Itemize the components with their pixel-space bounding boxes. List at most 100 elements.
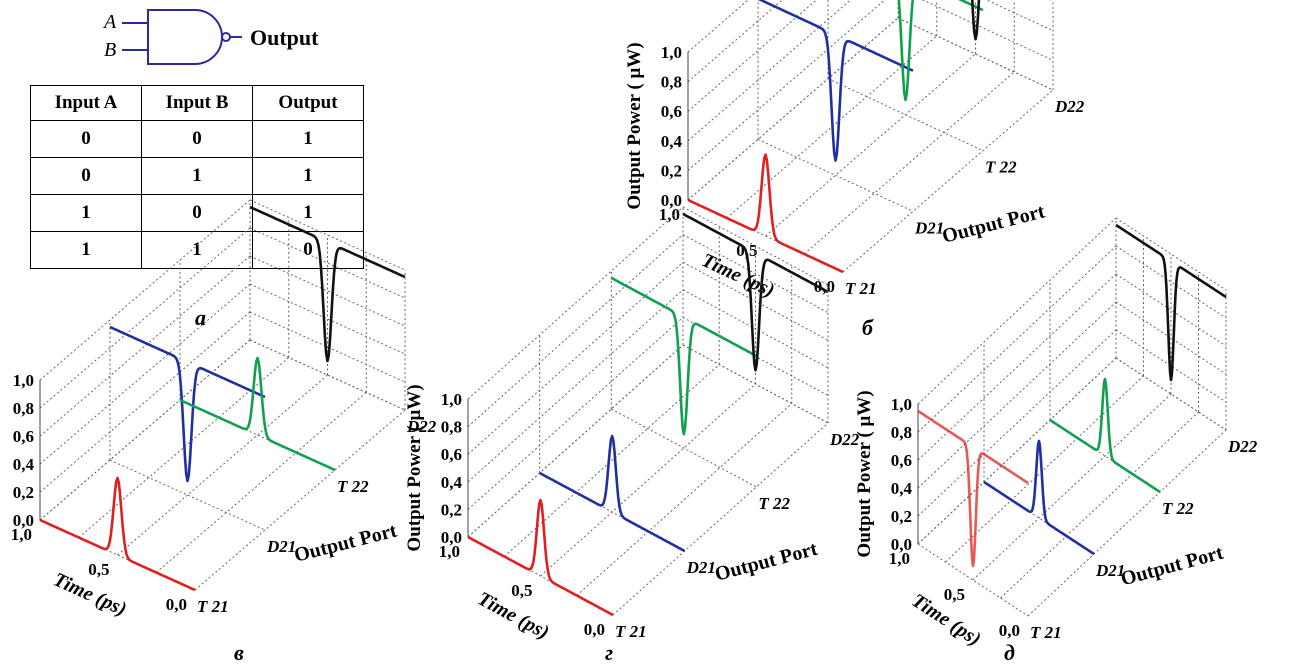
port-axis-title: Output Port: [292, 520, 400, 567]
power-tick-label: 1,0: [661, 43, 682, 62]
floor-grid-line: [1000, 411, 1199, 599]
gate-input-b-label: B: [104, 39, 116, 61]
series-line-T22: [897, 0, 984, 102]
port-tick-label: T 22: [1162, 499, 1194, 518]
wall-grid-line: [39, 255, 251, 437]
wall-grid-line: [249, 199, 406, 271]
wall-grid-line: [917, 217, 1117, 405]
wall-grid-line: [39, 339, 251, 521]
power-tick-label: 0,4: [441, 473, 463, 492]
wall-grid-line: [467, 206, 684, 400]
floor-grid-line: [945, 375, 1144, 563]
power-tick-label: 0,0: [661, 191, 682, 210]
floor-grid-line: [540, 383, 756, 577]
port-tick-label: D22: [829, 430, 860, 449]
series-line-D21: [757, 0, 914, 162]
floor-grid-line: [155, 392, 367, 573]
chart-panel-д: 0,0 0,2 0,4 0,6 0,8 1,0 1,0 0,5 0,0 T 21 D21 T 22 D2…: [854, 217, 1258, 650]
power-tick-label: 0,6: [441, 445, 462, 464]
wall-grid-line: [687, 0, 886, 171]
time-tick-label: 0,5: [88, 560, 109, 579]
wall-grid-line: [39, 227, 251, 409]
time-tick-label: 0,0: [999, 621, 1020, 640]
wall-grid-line: [917, 357, 1117, 545]
power-tick-label: 0,8: [891, 423, 912, 442]
port-tick-label: D22: [406, 417, 437, 436]
power-tick-label: 0,6: [13, 427, 34, 446]
wall-grid-line: [249, 311, 406, 383]
power-tick-label: 0,2: [661, 161, 682, 180]
time-tick-label: 0,5: [511, 581, 532, 600]
port-tick-label: T 22: [758, 494, 790, 513]
wall-grid-line: [467, 234, 684, 427]
port-tick-label: D22: [1054, 97, 1085, 116]
power-axis-title: Output Power ( μW): [624, 42, 645, 209]
wall-grid-line: [467, 317, 684, 510]
series-line-T21: [687, 153, 844, 274]
series-line-T21: [917, 409, 1029, 568]
time-tick-label: 1,0: [11, 525, 32, 544]
floor-grid-line: [917, 543, 1029, 617]
series-line-T22: [1049, 377, 1161, 494]
wall-grid-line: [921, 0, 1054, 61]
power-tick-label: 0,2: [891, 507, 912, 526]
wall-grid-line: [687, 0, 818, 112]
gate-output-label: Output: [250, 25, 319, 50]
caption-g: г: [605, 640, 614, 665]
wall-grid-line: [682, 234, 829, 314]
header-input-b: Input B: [141, 85, 253, 121]
series-line-T21: [467, 498, 614, 617]
port-axis-title: Output Port: [940, 200, 1048, 247]
series-line-D21: [109, 325, 266, 483]
wall-grid-line: [1115, 329, 1227, 403]
wall-grid-line: [249, 227, 406, 299]
series-line-D22: [970, 0, 981, 41]
floor-grid-line: [827, 78, 984, 152]
floor-grid-line: [109, 459, 266, 531]
truth-table: Input A Input B Output 0 0 1 0 1 1 1 0 1…: [30, 85, 364, 269]
wall-grid-line: [917, 301, 1117, 489]
wall-grid-line: [1115, 217, 1227, 291]
power-tick-label: 0,4: [661, 132, 683, 151]
time-tick-label: 1,0: [439, 542, 460, 561]
caption-a: a: [195, 305, 206, 330]
power-tick-label: 0,8: [661, 73, 682, 92]
wall-grid-line: [917, 329, 1117, 517]
wall-grid-line: [687, 17, 899, 201]
port-axis-title: Output Port: [713, 538, 820, 586]
wall-grid-line: [682, 206, 829, 286]
time-tick-label: 0,5: [944, 585, 965, 604]
wall-grid-line: [39, 311, 251, 493]
wall-grid-line: [39, 199, 251, 381]
power-tick-label: 1,0: [13, 371, 34, 390]
nand-gate-symbol: A B Output: [102, 9, 319, 65]
caption-v: в: [234, 640, 244, 665]
caption-b: б: [862, 315, 873, 340]
power-tick-label: 0,0: [891, 535, 912, 554]
table-cell: 0: [30, 157, 142, 195]
port-tick-label: T 22: [985, 158, 1017, 177]
power-tick-label: 0,4: [891, 479, 913, 498]
time-tick-label: 0,0: [166, 595, 187, 614]
power-tick-label: 0,8: [441, 418, 462, 437]
floor-grid-line: [757, 138, 914, 212]
port-tick-label: D22: [1227, 437, 1258, 456]
floor-grid-line: [842, 89, 1054, 273]
power-tick-label: 0,0: [13, 511, 34, 530]
floor-grid-line: [611, 408, 757, 488]
port-tick-label: T 22: [337, 477, 369, 496]
wall-grid-line: [249, 255, 406, 327]
caption-d: д: [1004, 640, 1015, 665]
wall-grid-line: [249, 339, 406, 411]
series-line-T21: [39, 476, 196, 592]
floor-grid-line: [972, 393, 1172, 581]
time-tick-label: 0,0: [814, 277, 835, 296]
wall-grid-line: [687, 0, 749, 53]
wall-grid-line: [1115, 245, 1227, 319]
series-line-D21: [983, 439, 1095, 556]
wall-grid-line: [249, 283, 406, 355]
table-row: 0 1 1: [30, 157, 364, 195]
wall-grid-line: [687, 0, 852, 142]
